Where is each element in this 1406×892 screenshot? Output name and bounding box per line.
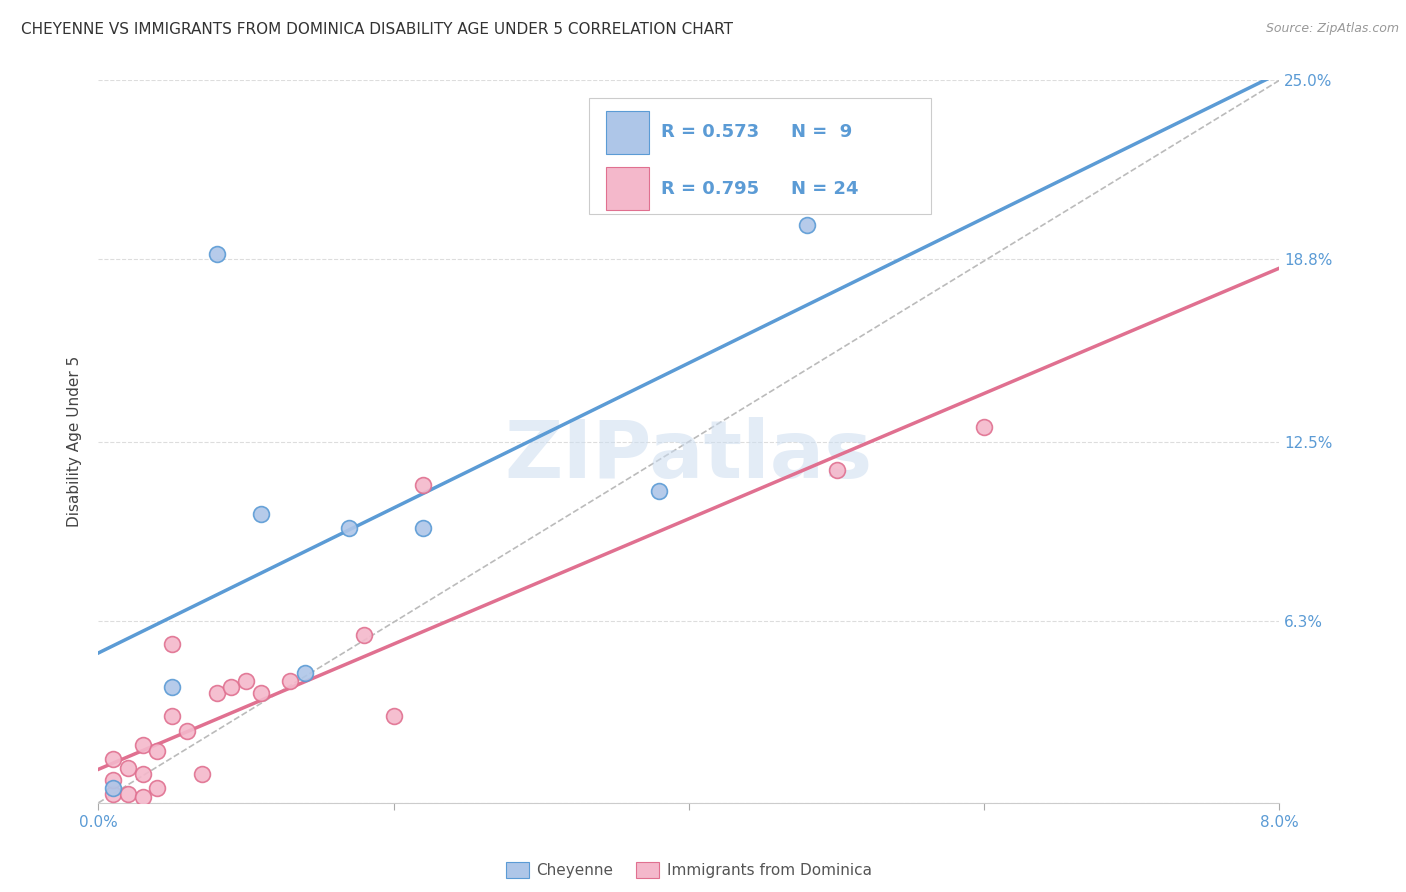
Text: Source: ZipAtlas.com: Source: ZipAtlas.com (1265, 22, 1399, 36)
Point (382, 709, 405, 723)
FancyBboxPatch shape (606, 111, 648, 153)
Point (235, 674, 257, 689)
Point (162, 680, 183, 694)
Text: N = 24: N = 24 (790, 179, 858, 198)
Point (103, 787, 125, 801)
Text: CHEYENNE VS IMMIGRANTS FROM DOMINICA DISABILITY AGE UNDER 5 CORRELATION CHART: CHEYENNE VS IMMIGRANTS FROM DOMINICA DIS… (21, 22, 733, 37)
Text: ZIPatlas: ZIPatlas (505, 417, 873, 495)
FancyBboxPatch shape (589, 98, 931, 214)
Point (280, 674, 302, 689)
Point (412, 521, 434, 535)
Point (117, 787, 139, 801)
Point (205, 686, 228, 700)
Point (250, 686, 273, 700)
Point (162, 637, 183, 651)
Point (103, 752, 125, 766)
Point (146, 781, 169, 796)
Point (250, 507, 273, 521)
Point (339, 521, 361, 535)
Point (146, 744, 169, 758)
Point (294, 665, 316, 680)
Text: R = 0.573: R = 0.573 (661, 123, 759, 141)
Point (191, 767, 214, 781)
Point (103, 781, 125, 796)
Text: N =  9: N = 9 (790, 123, 852, 141)
Point (412, 478, 434, 492)
Legend: Cheyenne, Immigrants from Dominica: Cheyenne, Immigrants from Dominica (499, 856, 879, 884)
Y-axis label: Disability Age Under 5: Disability Age Under 5 (67, 356, 83, 527)
Point (162, 709, 183, 723)
Point (205, 246, 228, 260)
FancyBboxPatch shape (606, 168, 648, 210)
Point (103, 772, 125, 787)
Point (117, 761, 139, 775)
Point (825, 463, 848, 477)
Point (132, 738, 155, 752)
Point (176, 723, 198, 738)
Point (221, 680, 243, 694)
Point (648, 483, 671, 498)
Text: R = 0.795: R = 0.795 (661, 179, 759, 198)
Point (132, 767, 155, 781)
Point (132, 790, 155, 805)
Point (353, 628, 375, 642)
Point (796, 218, 818, 232)
Point (973, 420, 995, 434)
